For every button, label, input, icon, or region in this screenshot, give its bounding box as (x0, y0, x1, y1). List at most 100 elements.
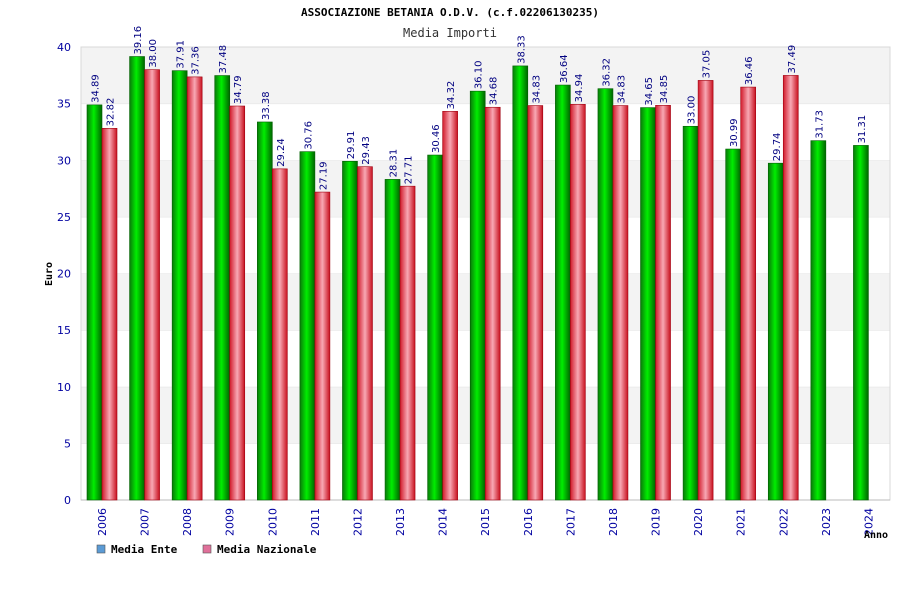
x-tick-label: 2015 (479, 508, 492, 536)
bar-value-label: 30.46 (431, 124, 442, 153)
bar-value-label: 38.33 (516, 35, 527, 64)
bar-media-ente (257, 121, 273, 501)
x-tick-label: 2019 (650, 508, 663, 536)
bar-value-label: 37.48 (218, 45, 229, 74)
bar-value-label: 34.65 (644, 77, 655, 106)
bar-media-ente (469, 90, 486, 501)
bar-media-ente (682, 125, 699, 501)
y-tick-label: 25 (57, 211, 71, 224)
x-tick-label: 2018 (607, 508, 620, 536)
y-tick-label: 5 (64, 437, 71, 450)
bar-media-ente (597, 88, 614, 501)
bar-value-label: 28.31 (389, 149, 400, 178)
bar-media-ente (214, 75, 231, 501)
chart-title: ASSOCIAZIONE BETANIA O.D.V. (c.f.0220613… (301, 6, 599, 19)
legend-label: Media Ente (111, 543, 178, 556)
x-tick-label: 2011 (309, 508, 322, 536)
x-tick-label: 2022 (777, 508, 790, 536)
bar-media-nazionale (229, 105, 246, 501)
bar-media-nazionale (399, 185, 416, 501)
bar-media-nazionale (570, 104, 586, 501)
x-tick-label: 2014 (437, 508, 450, 536)
bar-value-label: 34.32 (446, 81, 457, 110)
bar-media-nazionale (442, 111, 458, 501)
bar-media-ente (512, 65, 529, 501)
bar-value-label: 27.19 (318, 161, 329, 190)
bar-value-label: 38.00 (148, 39, 159, 68)
bar-value-label: 34.89 (91, 74, 102, 103)
bar-value-label: 37.36 (191, 46, 202, 75)
bar-value-label: 32.82 (106, 98, 117, 127)
chart-subtitle: Media Importi (403, 26, 497, 40)
bar-media-ente (384, 179, 401, 501)
bar-value-label: 31.31 (857, 115, 868, 144)
x-tick-label: 2010 (266, 508, 279, 536)
bar-value-label: 39.16 (133, 26, 144, 55)
x-tick-label: 2020 (692, 508, 705, 536)
bar-value-label: 29.74 (772, 133, 783, 162)
x-tick-label: 2009 (224, 508, 237, 536)
bar-media-nazionale (357, 166, 373, 501)
legend-label: Media Nazionale (217, 543, 317, 556)
x-tick-label: 2021 (735, 508, 748, 536)
y-tick-label: 20 (57, 268, 71, 281)
bar-value-label: 37.91 (176, 40, 187, 69)
x-tick-label: 2024 (862, 508, 875, 536)
bar-media-nazionale (272, 168, 288, 501)
bar-media-ente (725, 148, 741, 501)
bar-media-ente (427, 154, 443, 501)
bar-media-ente (299, 151, 316, 501)
bar-media-ente (640, 107, 656, 501)
bar-media-nazionale (314, 191, 331, 501)
x-tick-label: 2008 (181, 508, 194, 536)
bar-media-ente (810, 140, 827, 501)
bar-media-ente (171, 70, 188, 501)
bar-media-ente (342, 160, 358, 501)
bar-media-ente (129, 56, 145, 501)
x-tick-label: 2012 (351, 508, 364, 536)
bar-value-label: 34.94 (574, 74, 585, 103)
bar-value-label: 30.76 (303, 121, 314, 150)
x-tick-label: 2013 (394, 508, 407, 536)
bar-value-label: 33.38 (261, 91, 272, 120)
bar-value-label: 30.99 (729, 118, 740, 147)
y-tick-label: 0 (64, 494, 71, 507)
y-tick-label: 35 (57, 98, 71, 111)
bar-media-nazionale (144, 69, 160, 501)
bar-media-nazionale (527, 105, 544, 501)
y-tick-label: 40 (57, 41, 71, 54)
legend-swatch (96, 544, 106, 554)
bar-value-label: 29.24 (276, 138, 287, 167)
bar-media-ente (767, 162, 784, 501)
bar-value-label: 34.83 (531, 75, 542, 104)
bar-media-nazionale (101, 128, 118, 501)
y-tick-label: 10 (57, 381, 71, 394)
bar-media-nazionale (484, 106, 501, 501)
bar-value-label: 29.91 (346, 131, 357, 160)
legend-swatch (202, 544, 212, 554)
bar-value-label: 36.10 (474, 61, 485, 90)
y-axis-label: Euro (44, 262, 55, 286)
bar-media-nazionale (612, 105, 629, 501)
bar-value-label: 33.00 (687, 96, 698, 125)
bar-media-ente (86, 104, 103, 501)
bar-value-label: 34.79 (233, 75, 244, 104)
bar-media-nazionale (655, 105, 671, 501)
bar-value-label: 36.64 (559, 54, 570, 83)
x-tick-label: 2017 (564, 508, 577, 536)
y-tick-label: 15 (57, 324, 71, 337)
bar-media-nazionale (697, 80, 714, 501)
bar-value-label: 37.49 (787, 45, 798, 74)
x-axis-label: Anno (864, 530, 888, 541)
bar-value-label: 27.71 (404, 156, 415, 185)
bar-media-nazionale (186, 76, 203, 501)
bar-value-label: 34.68 (489, 77, 500, 106)
bar-value-label: 34.83 (616, 75, 627, 104)
bar-value-label: 29.43 (361, 136, 372, 165)
bar-media-nazionale (740, 86, 756, 501)
bar-value-label: 31.73 (814, 110, 825, 139)
bar-value-label: 36.46 (744, 56, 755, 85)
bar-value-label: 37.05 (702, 50, 713, 79)
